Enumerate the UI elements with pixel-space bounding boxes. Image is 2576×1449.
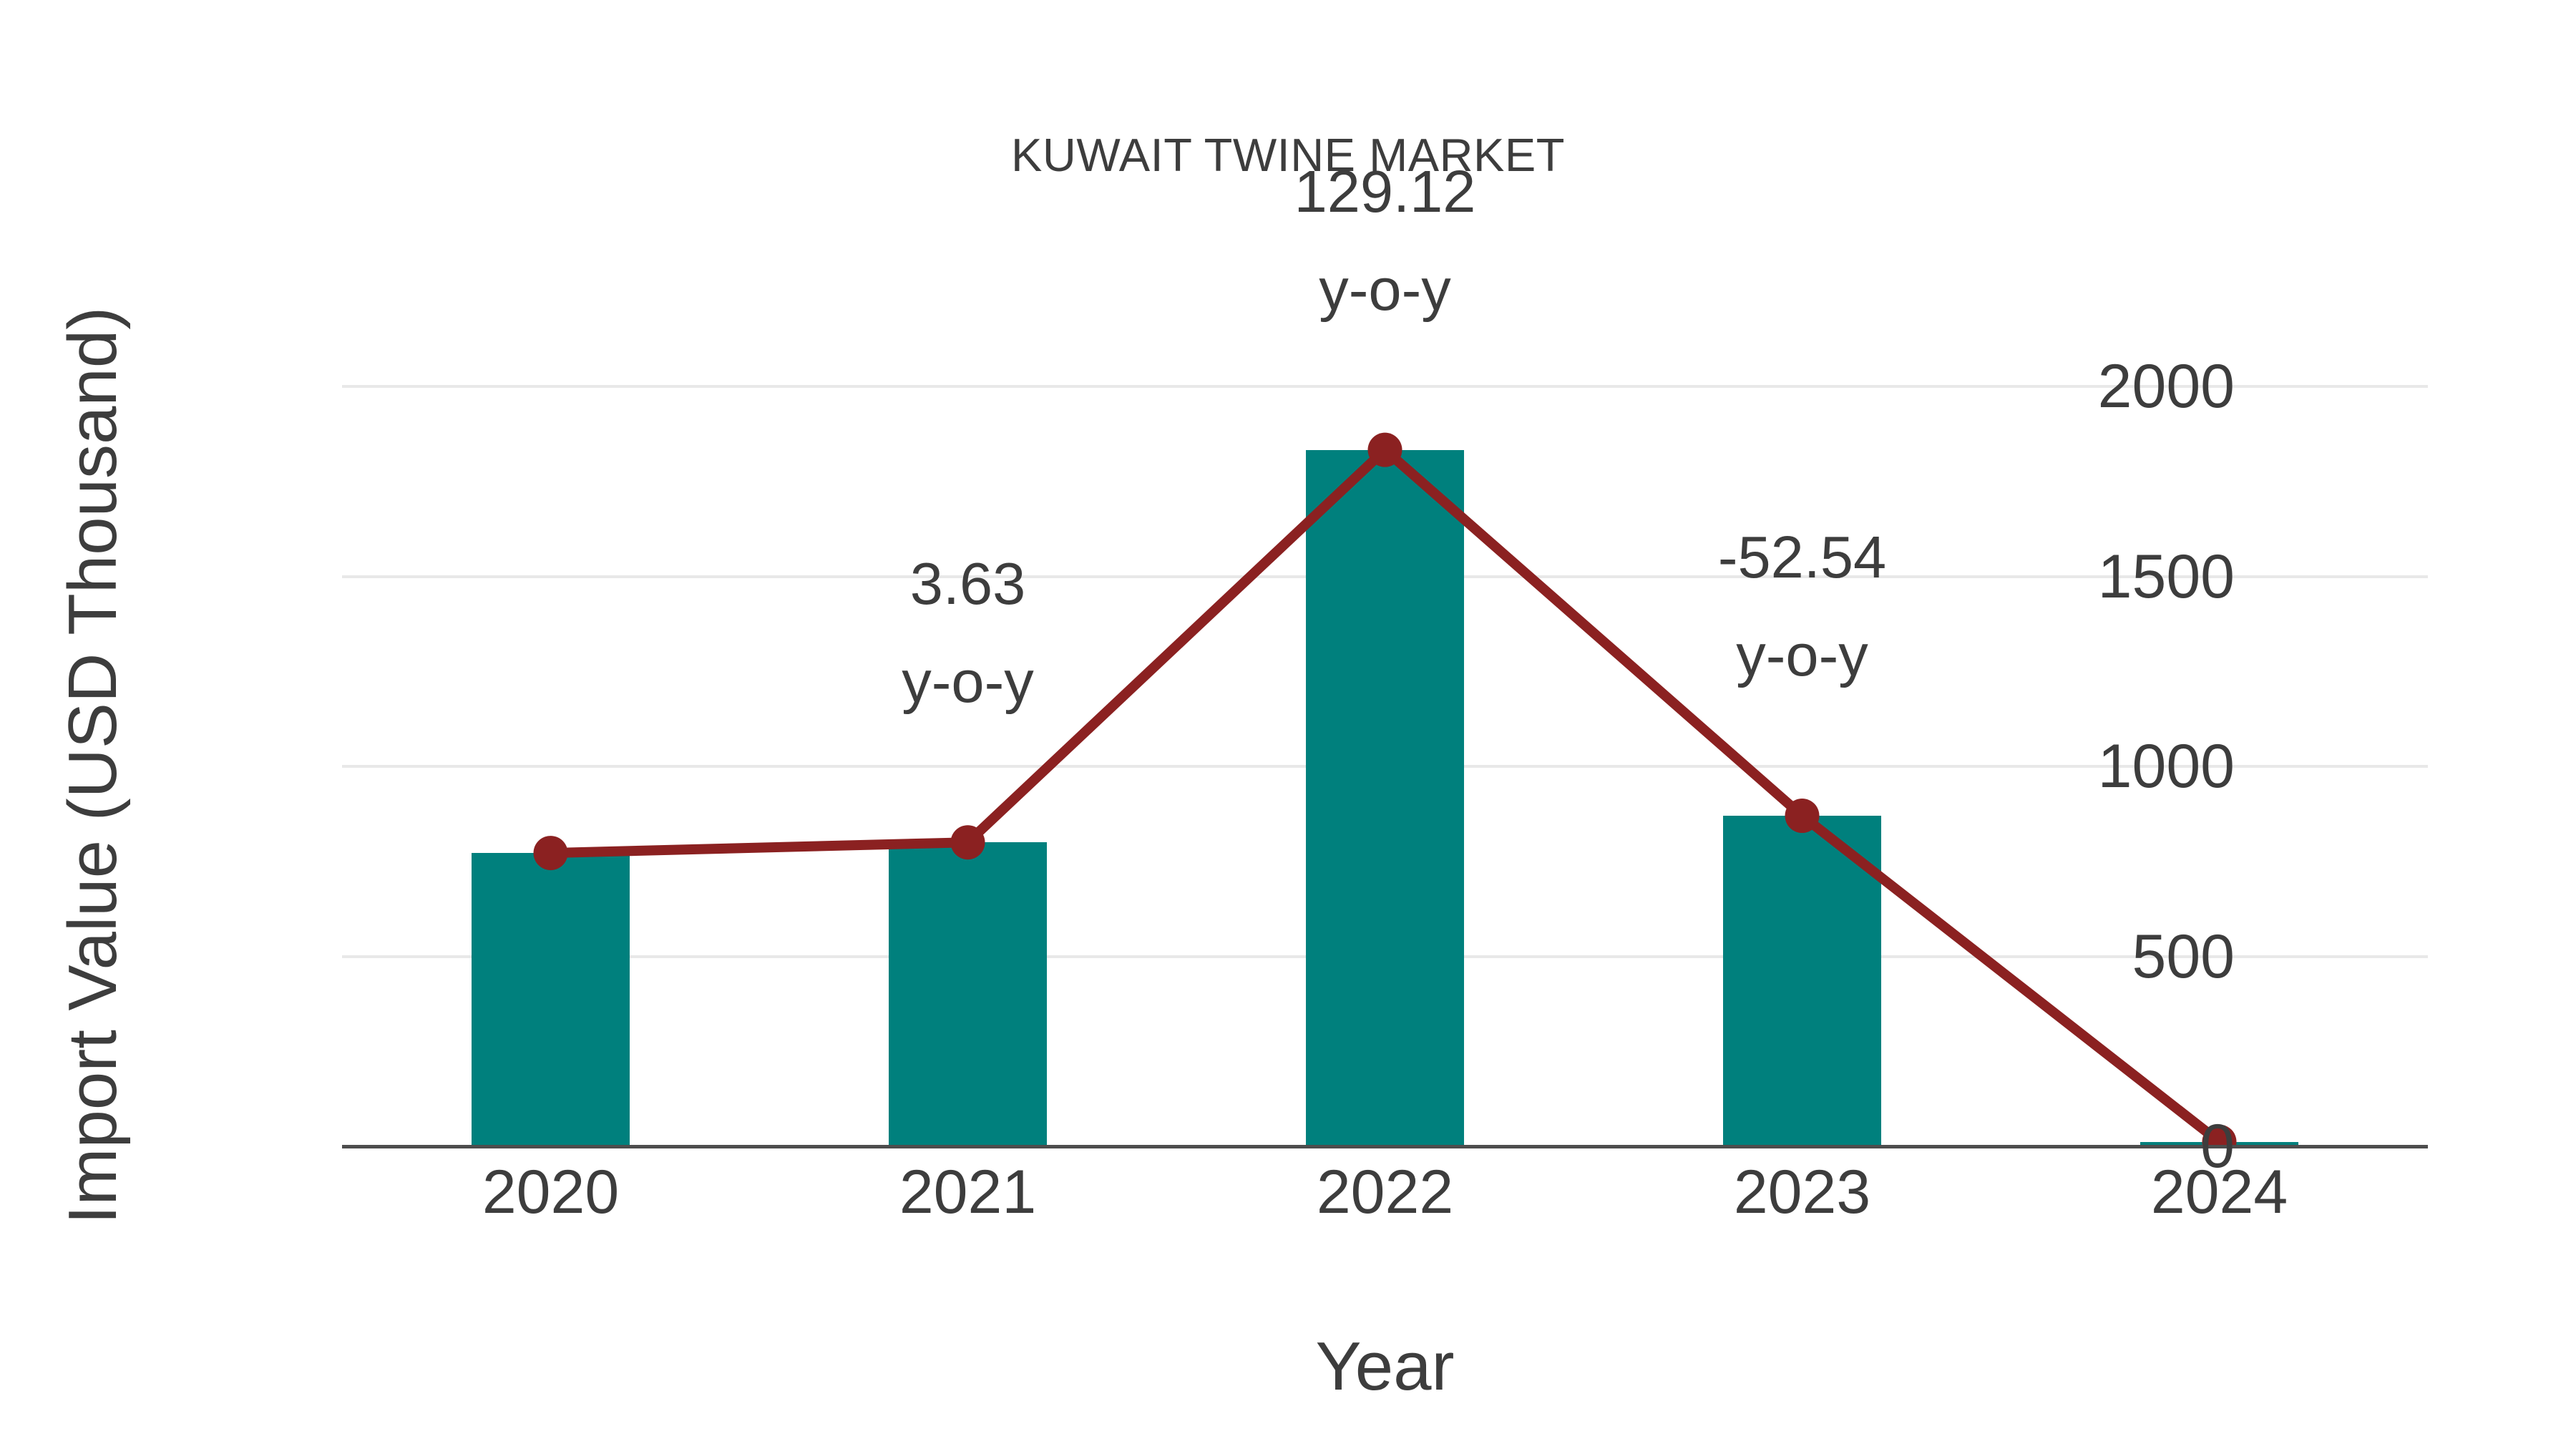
y-tick-label-2000: 2000: [2097, 352, 2235, 421]
x-tick-label-2022: 2022: [1316, 1158, 1454, 1226]
trend-marker-2020: [533, 836, 568, 871]
x-axis-title: Year: [1315, 1328, 1455, 1405]
annotation-unit: y-o-y: [902, 648, 1034, 716]
y-tick-label-1000: 1000: [2097, 732, 2235, 801]
trend-marker-2023: [1785, 799, 1820, 834]
annotation-value: 3.63: [909, 550, 1026, 618]
x-tick-label-2021: 2021: [899, 1158, 1037, 1226]
chart-title: KUWAIT TWINE MARKET: [1011, 129, 1565, 181]
bar-2022: [1306, 449, 1464, 1146]
x-tick-label-2023: 2023: [1733, 1158, 1871, 1226]
y-tick-label-500: 500: [2132, 922, 2235, 991]
gridline-2000: [342, 385, 2428, 388]
y-tick-label-0: 0: [2200, 1112, 2235, 1181]
annotation-value: 129.12: [1294, 157, 1476, 225]
x-tick-label-2020: 2020: [482, 1158, 620, 1226]
bar-2020: [472, 853, 630, 1146]
trend-marker-2024: [2202, 1124, 2237, 1146]
annotation-unit: y-o-y: [1319, 255, 1451, 323]
annotation-2023: -52.54 y-o-y: [1718, 508, 1886, 704]
bar-2021: [889, 842, 1047, 1146]
trend-marker-2021: [950, 825, 985, 860]
trend-marker-2022: [1367, 432, 1402, 467]
x-tick-label-2024: 2024: [2150, 1158, 2288, 1226]
bar-2023: [1723, 816, 1881, 1146]
trend-line: [550, 443, 2223, 1146]
x-axis-line: [342, 1145, 2428, 1148]
y-tick-label-1500: 1500: [2097, 542, 2235, 611]
annotation-value: -52.54: [1717, 524, 1887, 591]
annotation-2021: 3.63 y-o-y: [902, 535, 1033, 731]
annotation-2022: 129.12 y-o-y: [1294, 142, 1476, 338]
annotation-unit: y-o-y: [1736, 622, 1868, 689]
